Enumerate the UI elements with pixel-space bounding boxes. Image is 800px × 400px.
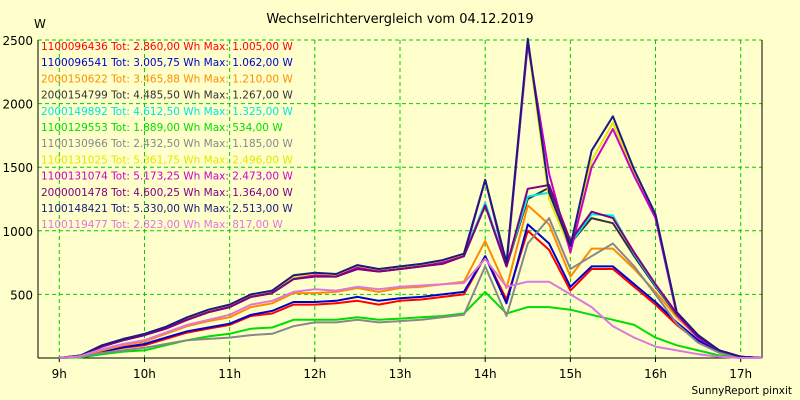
legend-entry-2: 1100096541 Tot: 3.005,75 Wh Max: 1.062,0…: [41, 57, 293, 69]
legend-entry-1: 1100096436 Tot: 2.860,00 Wh Max: 1.005,0…: [41, 41, 293, 53]
legend-entry-5: 2000149892 Tot: 4.612,50 Wh Max: 1.325,0…: [41, 106, 293, 118]
x-tick-label: 15h: [559, 367, 582, 381]
x-tick-label: 9h: [52, 367, 67, 381]
x-tick-label: 11h: [218, 367, 241, 381]
series-line-2: [59, 223, 763, 359]
chart-title: Wechselrichtervergleich vom 04.12.2019: [266, 12, 533, 27]
legend-entry-10: 2000001478 Tot: 4.600,25 Wh Max: 1.364,0…: [41, 187, 293, 199]
series-line-7: [59, 217, 762, 359]
series-lines: [59, 37, 763, 359]
legend: 1100096436 Tot: 2.860,00 Wh Max: 1.005,0…: [41, 41, 293, 231]
y-axis-unit: W: [34, 17, 46, 31]
x-tick-label: 10h: [133, 367, 156, 381]
x-tick-label: 13h: [389, 367, 412, 381]
series-line-12: [59, 257, 762, 359]
series-line-10: [59, 184, 763, 359]
x-tick-label: 12h: [303, 367, 326, 381]
x-tick-label: 17h: [729, 367, 752, 381]
legend-entry-6: 1100129553 Tot: 1.889,00 Wh Max: 534,00 …: [41, 122, 283, 134]
y-tick-label: 500: [10, 288, 33, 302]
legend-entry-7: 1100130966 Tot: 2.432,50 Wh Max: 1.185,0…: [41, 138, 293, 150]
x-tick-label: 14h: [474, 367, 497, 381]
y-tick-label: 2000: [2, 98, 33, 112]
series-line-11: [59, 37, 763, 359]
footer-credit: SunnyReport pinxit: [692, 385, 792, 397]
legend-entry-9: 1100131074 Tot: 5.173,25 Wh Max: 2.473,0…: [41, 171, 293, 183]
legend-entry-8: 1100131025 Tot: 5.361,75 Wh Max: 2.496,0…: [41, 154, 293, 166]
legend-entry-3: 2000150622 Tot: 3.465,88 Wh Max: 1.210,0…: [41, 73, 293, 85]
y-tick-label: 2500: [2, 34, 33, 48]
x-tick-label: 16h: [644, 367, 667, 381]
y-tick-label: 1500: [2, 161, 33, 175]
y-tick-label: 1000: [2, 225, 33, 239]
axes: 500 1000 1500 2000 2500 9h 10h 11h 12h 13h 14h 15h 1…: [2, 34, 763, 381]
legend-entry-11: 1100148421 Tot: 5.330,00 Wh Max: 2.513,0…: [41, 203, 293, 215]
legend-entry-4: 2000154799 Tot: 4.485,50 Wh Max: 1.267,0…: [41, 90, 293, 102]
legend-entry-12: 1100119477 Tot: 2.823,00 Wh Max: 817,00 …: [41, 219, 283, 231]
series-line-1: [59, 229, 763, 359]
grid: [38, 39, 762, 358]
